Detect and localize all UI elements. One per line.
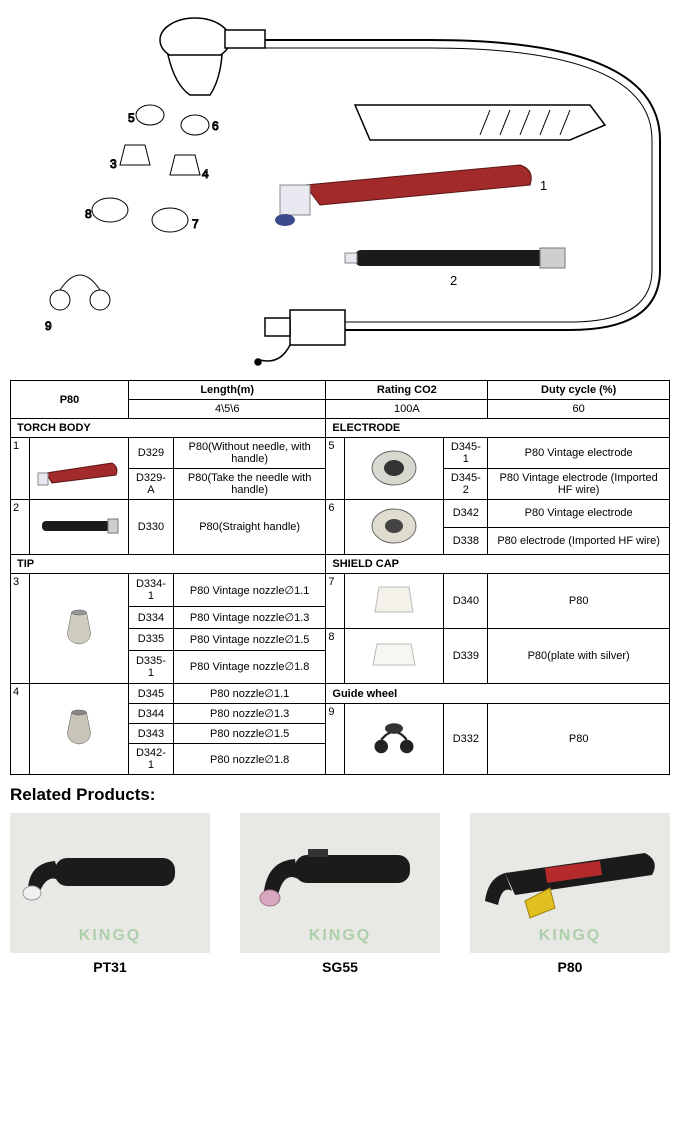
part-code: D338 (444, 527, 488, 555)
part-desc: P80 nozzle∅1.3 (173, 704, 326, 724)
part-image (345, 704, 444, 775)
part-image (345, 500, 444, 555)
part-code: D330 (129, 500, 174, 555)
part-image (30, 574, 129, 684)
part-code: D332 (444, 704, 488, 775)
part-code: D329-A (129, 469, 174, 500)
part-desc: P80(Straight handle) (173, 500, 326, 555)
related-item[interactable]: KINGQ P80 (470, 813, 670, 975)
part-desc: P80 Vintage nozzle∅1.1 (173, 574, 326, 607)
related-label: PT31 (10, 959, 210, 975)
duty-header: Duty cycle (%) (488, 381, 670, 400)
related-products: KINGQ PT31 KINGQ SG55 KINGQ P80 (10, 813, 670, 975)
part-code: D340 (444, 574, 488, 629)
part-desc: P80 electrode (Imported HF wire) (488, 527, 670, 555)
related-label: P80 (470, 959, 670, 975)
diagram-svg: 5 6 3 4 8 7 9 1 2 (10, 10, 670, 375)
row-num: 1 (11, 438, 30, 500)
part-desc: P80 nozzle∅1.8 (173, 744, 326, 775)
row-num: 8 (326, 629, 345, 684)
part-desc: P80 Vintage nozzle∅1.8 (173, 650, 326, 683)
electrode-header: ELECTRODE (326, 419, 670, 438)
related-image: KINGQ (470, 813, 670, 953)
svg-text:9: 9 (45, 319, 52, 333)
torch-body-header: TORCH BODY (11, 419, 326, 438)
part-code: D343 (129, 724, 174, 744)
related-image: KINGQ (10, 813, 210, 953)
guide-wheel-header: Guide wheel (326, 684, 670, 704)
part-desc: P80 Vintage electrode (488, 500, 670, 528)
related-label: SG55 (240, 959, 440, 975)
parts-table: P80 Length(m) Rating CO2 Duty cycle (%) … (10, 380, 670, 775)
length-header: Length(m) (129, 381, 326, 400)
row-num: 2 (11, 500, 30, 555)
part-desc: P80 Vintage electrode (Imported HF wire) (488, 469, 670, 500)
exploded-diagram: 5 6 3 4 8 7 9 1 2 (10, 10, 670, 380)
svg-text:8: 8 (85, 207, 92, 221)
svg-text:2: 2 (450, 273, 457, 288)
related-image: KINGQ (240, 813, 440, 953)
duty-value: 60 (488, 400, 670, 419)
rating-header: Rating CO2 (326, 381, 488, 400)
related-item[interactable]: KINGQ PT31 (10, 813, 210, 975)
svg-text:1: 1 (540, 178, 547, 193)
part-image (30, 684, 129, 775)
length-value: 4\5\6 (129, 400, 326, 419)
related-item[interactable]: KINGQ SG55 (240, 813, 440, 975)
part-code: D342 (444, 500, 488, 528)
row-num: 4 (11, 684, 30, 775)
part-image (30, 438, 129, 500)
svg-text:7: 7 (192, 217, 199, 231)
tip-header: TIP (11, 555, 326, 574)
part-desc: P80 nozzle∅1.1 (173, 684, 326, 704)
rating-value: 100A (326, 400, 488, 419)
model-cell: P80 (11, 381, 129, 419)
row-num: 3 (11, 574, 30, 684)
part-image (345, 574, 444, 629)
part-desc: P80 (488, 704, 670, 775)
svg-text:5: 5 (128, 111, 135, 125)
part-desc: P80(Without needle, with handle) (173, 438, 326, 469)
part-code: D329 (129, 438, 174, 469)
part-code: D334-1 (129, 574, 174, 607)
part-code: D345-2 (444, 469, 488, 500)
row-num: 7 (326, 574, 345, 629)
part-desc: P80 Vintage nozzle∅1.3 (173, 607, 326, 629)
watermark: KINGQ (79, 927, 141, 945)
svg-text:6: 6 (212, 119, 219, 133)
related-title: Related Products: (10, 785, 670, 805)
part-image (30, 500, 129, 555)
svg-text:3: 3 (110, 157, 117, 171)
shield-cap-header: SHIELD CAP (326, 555, 670, 574)
row-num: 5 (326, 438, 345, 500)
part-desc: P80 nozzle∅1.5 (173, 724, 326, 744)
part-desc: P80(plate with silver) (488, 629, 670, 684)
part-desc: P80 (488, 574, 670, 629)
part-image (345, 438, 444, 500)
part-image (345, 629, 444, 684)
part-desc: P80 Vintage nozzle∅1.5 (173, 629, 326, 651)
part-code: D345 (129, 684, 174, 704)
watermark: KINGQ (309, 927, 371, 945)
part-desc: P80(Take the needle with handle) (173, 469, 326, 500)
watermark: KINGQ (539, 927, 601, 945)
part-code: D335-1 (129, 650, 174, 683)
part-code: D334 (129, 607, 174, 629)
row-num: 6 (326, 500, 345, 555)
part-desc: P80 Vintage electrode (488, 438, 670, 469)
part-code: D342-1 (129, 744, 174, 775)
part-code: D345-1 (444, 438, 488, 469)
svg-text:4: 4 (202, 167, 209, 181)
part-code: D339 (444, 629, 488, 684)
row-num: 9 (326, 704, 345, 775)
part-code: D335 (129, 629, 174, 651)
part-code: D344 (129, 704, 174, 724)
